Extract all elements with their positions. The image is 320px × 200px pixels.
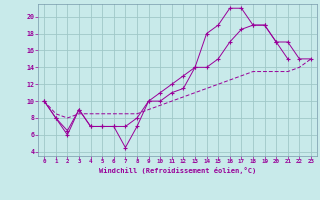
X-axis label: Windchill (Refroidissement éolien,°C): Windchill (Refroidissement éolien,°C) — [99, 167, 256, 174]
